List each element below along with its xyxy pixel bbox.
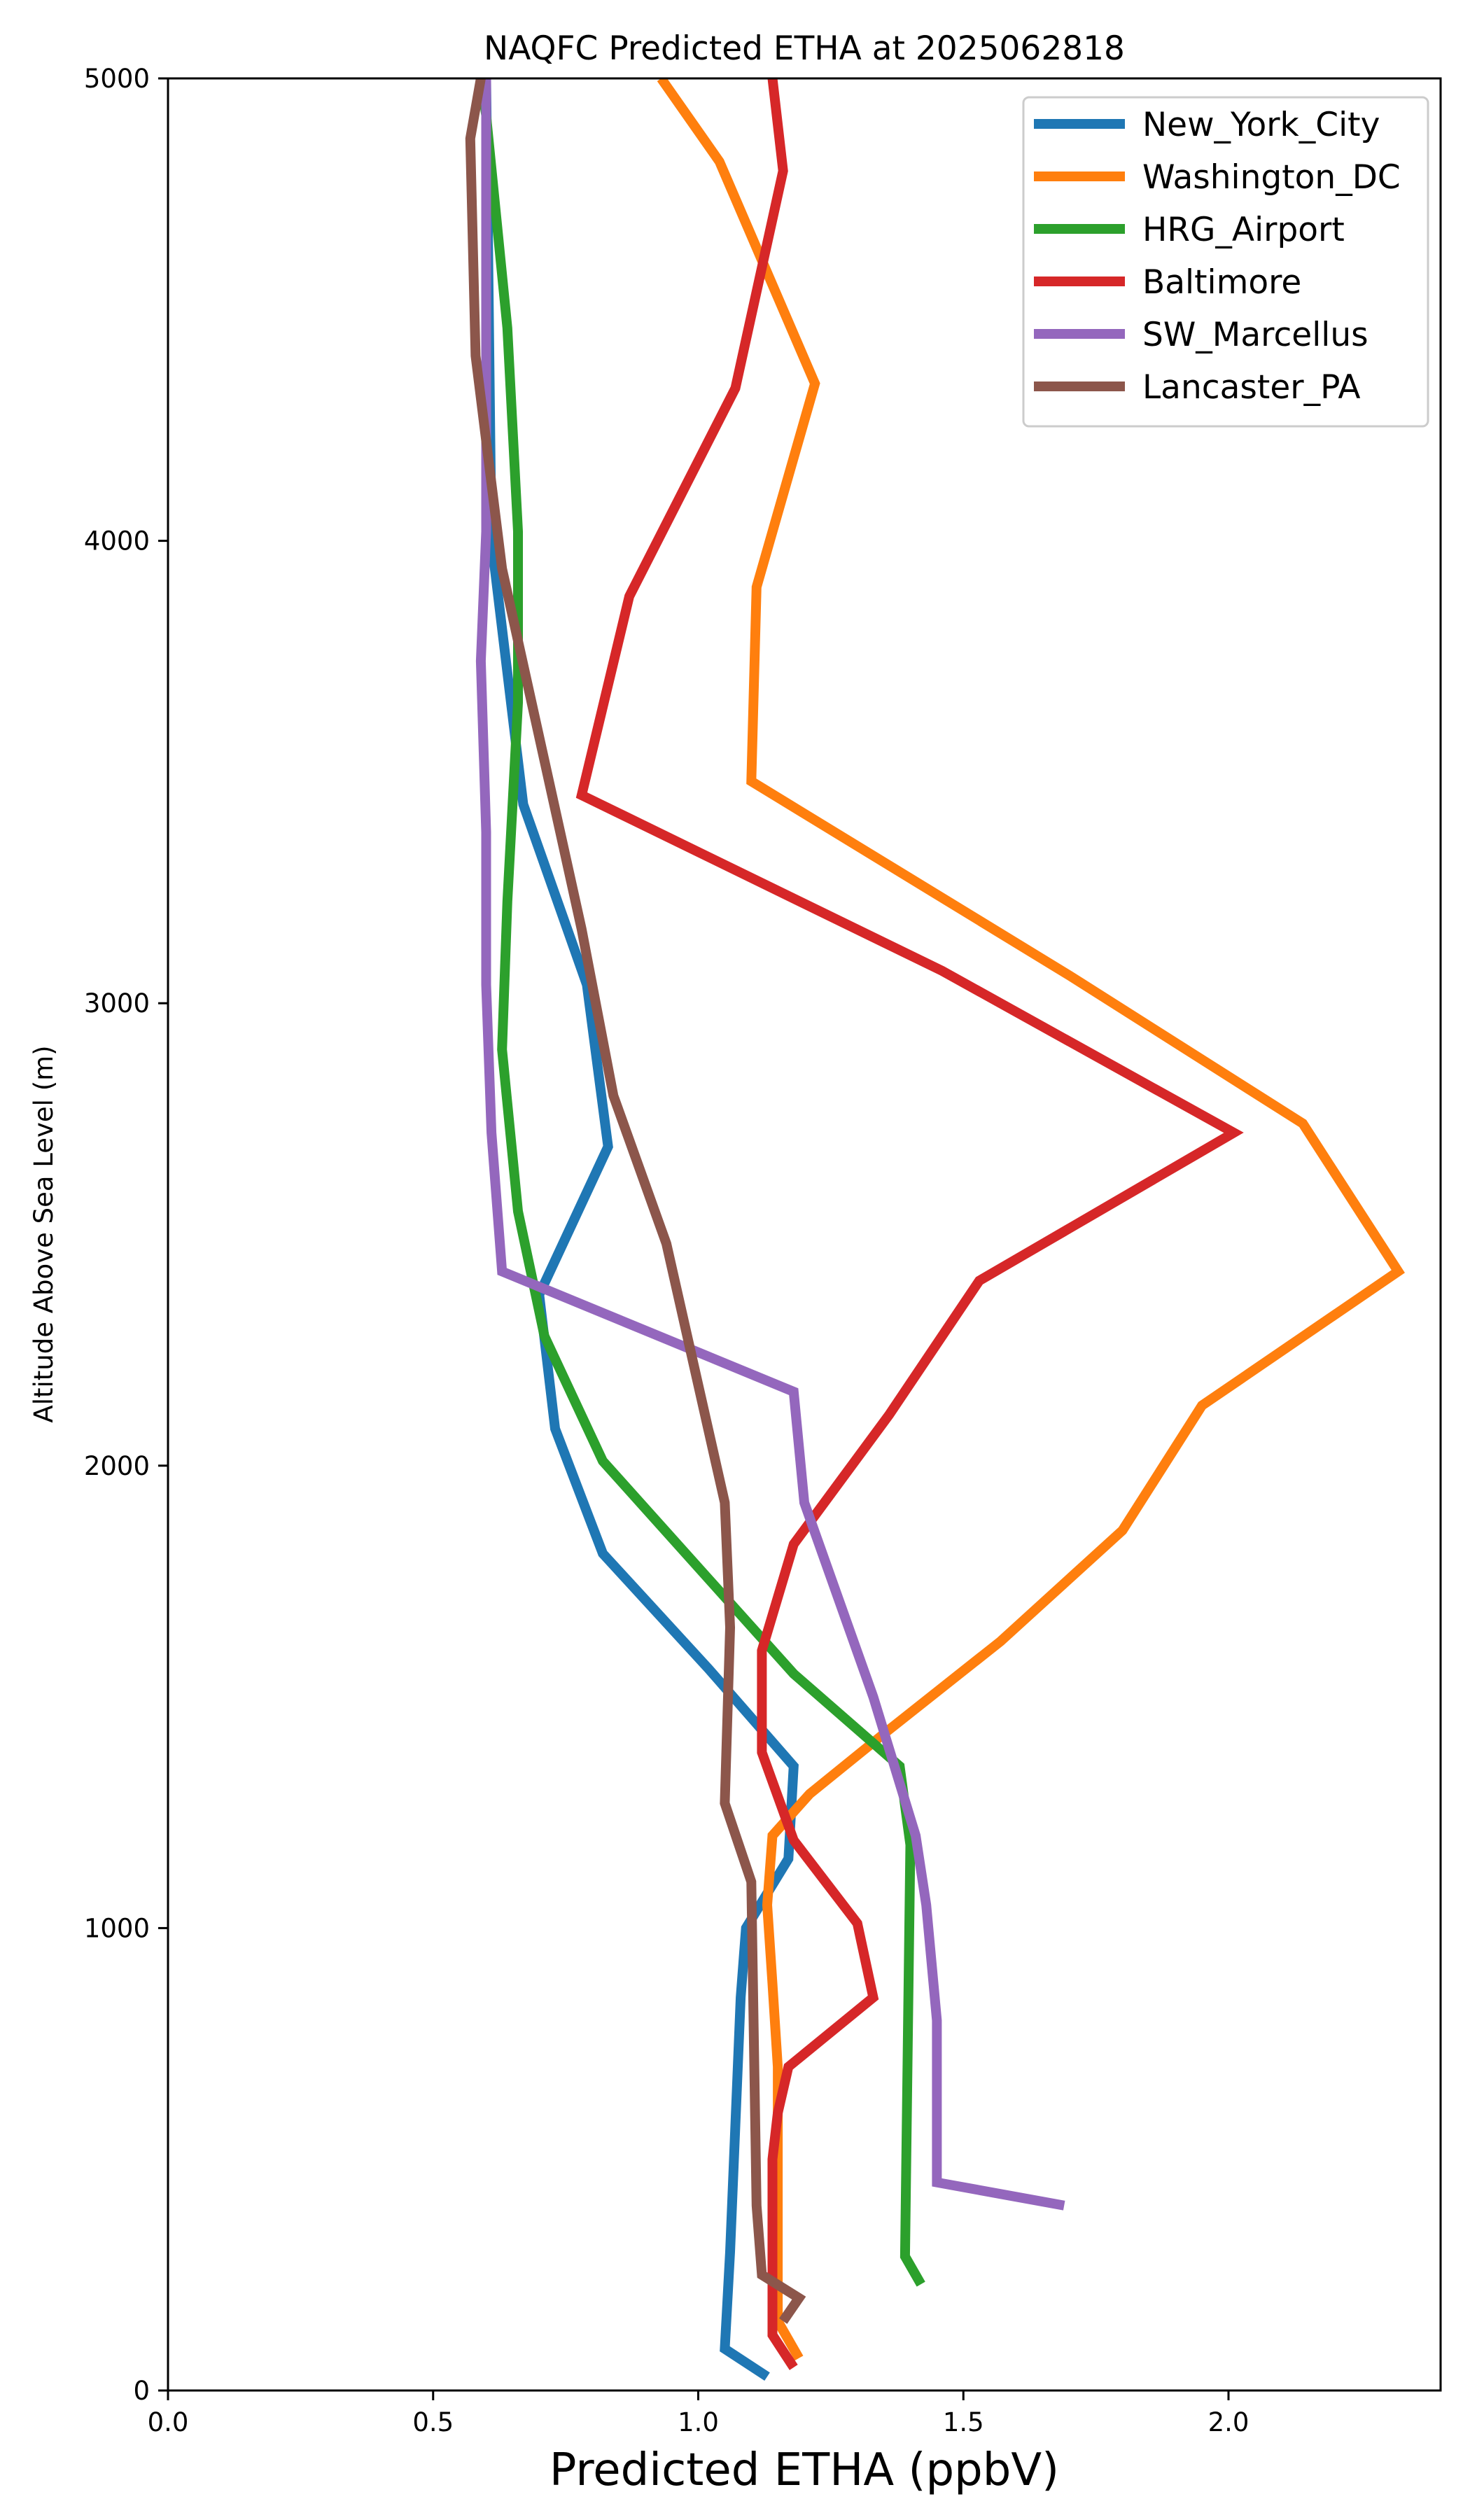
x-tick-label: 1.0 bbox=[678, 2407, 719, 2437]
legend-label: New_York_City bbox=[1142, 106, 1380, 144]
y-tick-label: 1000 bbox=[84, 1913, 150, 1943]
y-tick-label: 0 bbox=[133, 2376, 150, 2406]
series-line-new-york-city bbox=[481, 78, 799, 2381]
legend-label: Lancaster_PA bbox=[1142, 368, 1361, 407]
series-layer bbox=[465, 78, 1405, 2381]
legend-label: SW_Marcellus bbox=[1142, 316, 1368, 354]
y-axis-ticks: 0 1000 2000 3000 4000 5000 bbox=[84, 64, 168, 2406]
series-line-hrg-airport bbox=[475, 78, 925, 2287]
y-tick-label: 4000 bbox=[84, 526, 150, 556]
y-axis-label: Altitude Above Sea Level (m) bbox=[29, 1045, 59, 1422]
series-line-lancaster-pa bbox=[465, 78, 806, 2324]
y-tick-label: 3000 bbox=[84, 988, 150, 1018]
x-tick-label: 2.0 bbox=[1208, 2407, 1250, 2437]
legend-label: Baltimore bbox=[1142, 263, 1301, 302]
legend-label: HRG_Airport bbox=[1142, 211, 1345, 249]
chart-title: NAQFC Predicted ETHA at 2025062818 bbox=[484, 29, 1125, 68]
y-tick-label: 5000 bbox=[84, 64, 150, 94]
x-axis-label: Predicted ETHA (ppbV) bbox=[550, 2444, 1059, 2496]
plot-frame bbox=[167, 77, 1442, 2392]
x-tick-label: 1.5 bbox=[943, 2407, 984, 2437]
legend: New_York_City Washington_DC HRG_Airport Bal… bbox=[1022, 96, 1429, 428]
series-line-washington-dc bbox=[657, 78, 1405, 2361]
series-line-baltimore bbox=[575, 78, 1244, 2370]
legend-label: Washington_DC bbox=[1142, 158, 1401, 197]
x-axis-ticks: 0.0 0.5 1.0 1.5 2.0 bbox=[148, 2390, 1250, 2437]
series-line-sw-marcellus bbox=[475, 78, 1065, 2211]
y-tick-label: 2000 bbox=[84, 1451, 150, 1481]
x-tick-label: 0.5 bbox=[412, 2407, 454, 2437]
x-tick-label: 0.0 bbox=[148, 2407, 189, 2437]
